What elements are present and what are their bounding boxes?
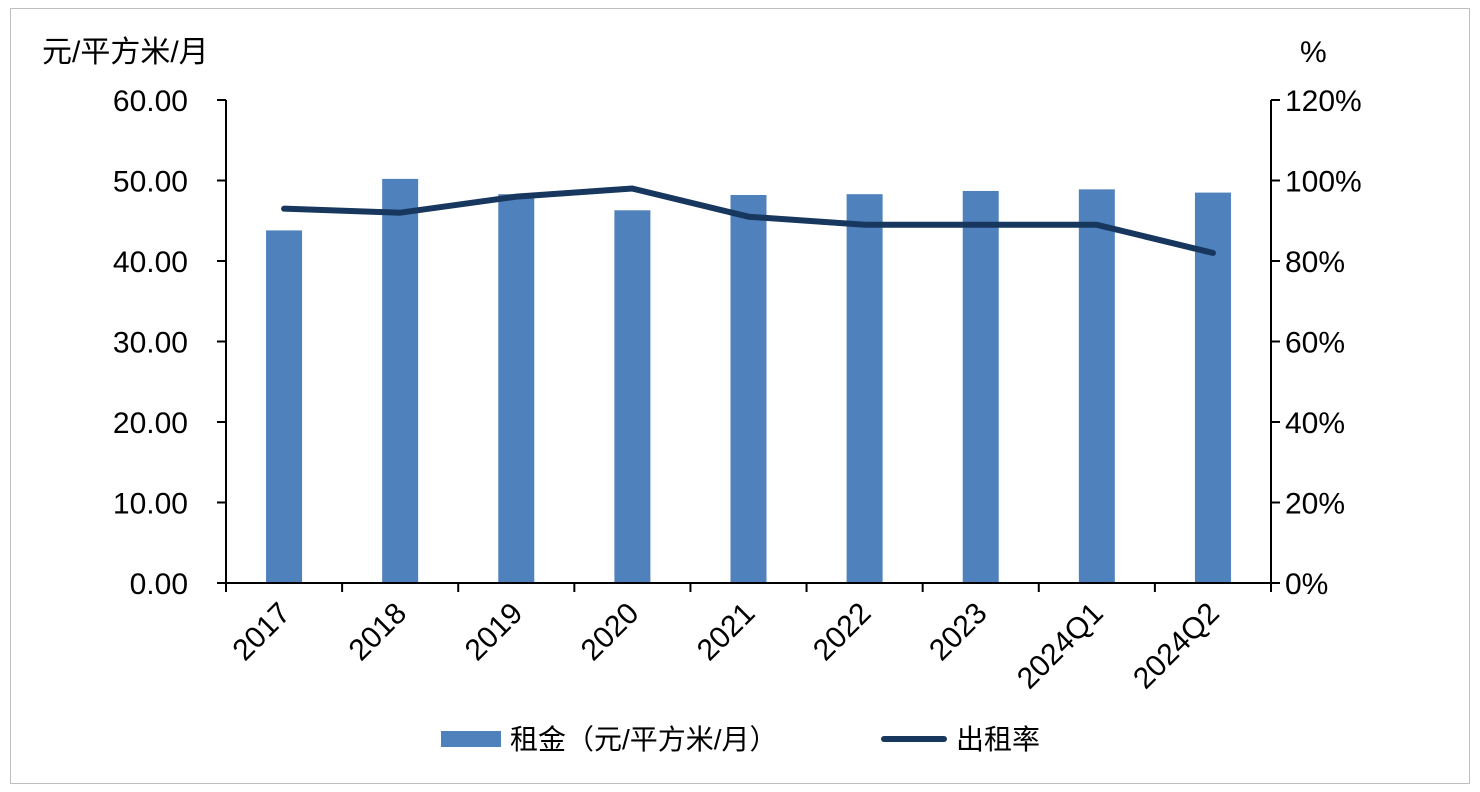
bar-2021	[730, 194, 767, 584]
left-axis-unit: 元/平方米/月	[42, 36, 209, 69]
occupancy-point-2024Q1	[1096, 224, 1098, 226]
x-tick-label: 2021	[691, 597, 762, 668]
right-tick-label: 40%	[1285, 407, 1345, 440]
x-tick-label: 2024Q1	[1011, 597, 1110, 696]
occupancy-point-2024Q2	[1212, 252, 1214, 254]
right-tick-label: 80%	[1285, 246, 1345, 279]
bar-2017	[266, 230, 303, 583]
right-axis-unit: %	[1300, 36, 1327, 69]
right-tick-label: 20%	[1285, 488, 1345, 521]
x-tick-label: 2018	[343, 597, 414, 668]
bar-2022	[846, 194, 883, 583]
bar-2023	[962, 190, 999, 583]
left-tick-label: 40.00	[113, 246, 188, 279]
occupancy-point-2018	[399, 212, 401, 214]
x-axis-ticks: 2017 2018 2019 2020 2021 2022 2023 2024Q1 2024Q2	[226, 597, 1225, 696]
x-tick-label: 2017	[226, 597, 297, 668]
left-axis-ticks: 0.00 10.00 20.00 30.00 40.00 50.00 60.00	[113, 85, 188, 601]
legend-label-rent: 租金（元/平方米/月）	[510, 724, 778, 755]
right-tick-label: 120%	[1285, 85, 1362, 118]
legend-label-occupancy: 出租率	[956, 724, 1040, 755]
left-tick-label: 0.00	[130, 568, 188, 601]
left-tick-label: 30.00	[113, 327, 188, 360]
line-series	[281, 185, 1216, 256]
occupancy-point-2021	[748, 216, 749, 218]
bar-2024Q2	[1194, 192, 1231, 583]
left-tick-label: 50.00	[113, 166, 188, 199]
x-tick-label: 2022	[807, 597, 878, 668]
right-tick-label: 0%	[1285, 568, 1328, 601]
right-tick-label: 100%	[1285, 166, 1362, 199]
left-tick-label: 20.00	[113, 407, 188, 440]
bar-2019	[498, 194, 535, 583]
bar-2020	[614, 210, 651, 583]
occupancy-point-2019	[515, 196, 517, 198]
legend: 租金（元/平方米/月） 出租率	[441, 724, 1040, 755]
occupancy-point-2020	[631, 188, 633, 190]
bar-2024Q1	[1078, 189, 1115, 584]
left-tick-label: 60.00	[113, 85, 188, 118]
left-tick-label: 10.00	[113, 488, 188, 521]
right-tick-label: 60%	[1285, 327, 1345, 360]
x-tick-label: 2023	[923, 597, 994, 668]
occupancy-point-2022	[864, 224, 866, 226]
right-axis-ticks: 0% 20% 40% 60% 80% 100% 120%	[1285, 85, 1362, 601]
occupancy-point-2023	[980, 224, 982, 226]
occupancy-point-2017	[283, 208, 285, 210]
bar-2018	[382, 178, 419, 583]
bar-series	[266, 178, 1231, 584]
axes	[217, 99, 1280, 592]
legend-swatch-rent	[441, 731, 501, 747]
x-tick-label: 2024Q2	[1127, 597, 1226, 696]
x-tick-label: 2020	[575, 597, 646, 668]
x-tick-label: 2019	[459, 597, 530, 668]
